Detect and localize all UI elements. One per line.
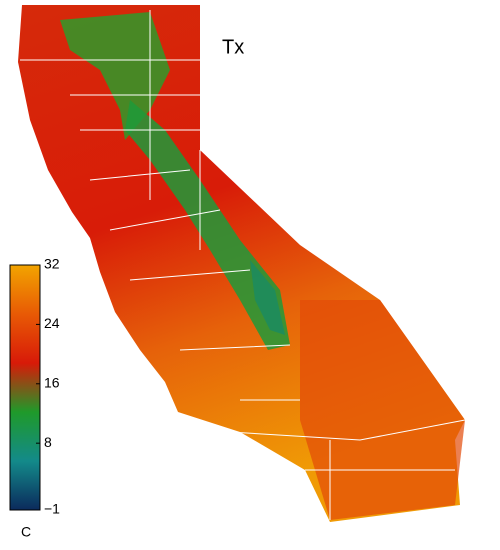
colorbar-tick-label: 24 [44, 315, 60, 331]
colorbar-unit: C [21, 524, 31, 540]
county-lines [20, 10, 466, 520]
colorbar-tick-label: 8 [44, 434, 52, 450]
sierra-cool [125, 100, 290, 350]
colorbar-tick-label: 32 [44, 256, 60, 272]
map-title: Tx [222, 36, 244, 58]
sierra-peaks [250, 260, 285, 335]
colorbar-scale [9, 264, 41, 511]
colorbar-tick-label: 16 [44, 374, 60, 390]
desert-warm [300, 300, 465, 520]
colorbar-tick-label: −1 [44, 501, 60, 517]
colorbar: 32 24 16 8 −1 [9, 256, 60, 517]
california-map: Tx [18, 5, 466, 522]
highland-cool [60, 12, 170, 140]
